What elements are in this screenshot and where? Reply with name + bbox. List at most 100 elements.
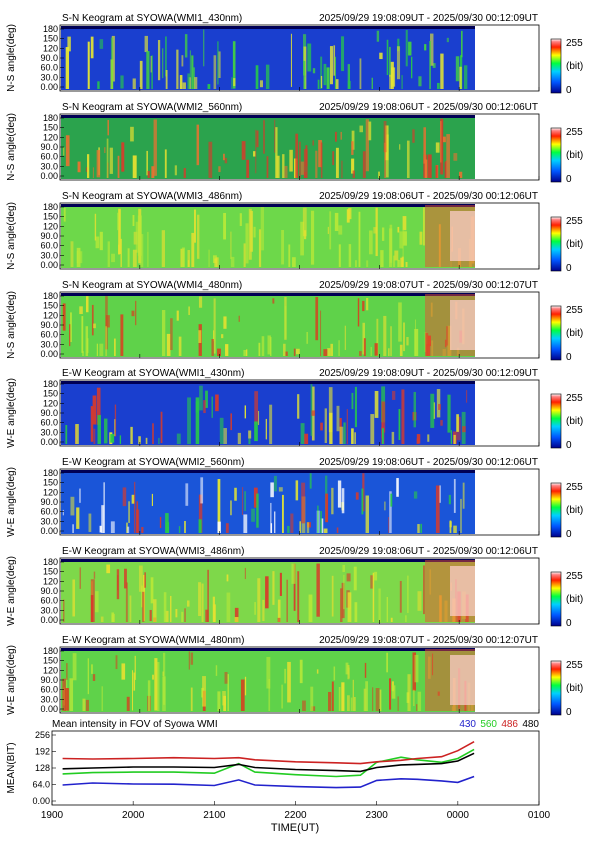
keogram-streak: [417, 591, 422, 611]
keogram-streak: [96, 387, 101, 425]
keogram-streak: [194, 209, 196, 243]
keogram-streak: [199, 385, 203, 411]
keogram-streak: [388, 348, 390, 356]
keogram-streak: [144, 35, 148, 53]
keogram-streak: [357, 298, 360, 327]
keogram-streak: [114, 338, 116, 356]
y-tick-label: 180: [43, 379, 58, 389]
keogram-streak: [459, 66, 462, 89]
colorbar: [550, 393, 562, 449]
keogram-streak: [299, 521, 301, 533]
keogram-streak: [230, 500, 232, 516]
y-tick-label: 0.00: [40, 437, 58, 447]
keogram-streak: [291, 563, 296, 584]
keogram-streak: [337, 480, 342, 508]
keogram-panel: E-W Keogram at SYOWA(WMI2_560nm) 2025/09/…: [6, 457, 583, 540]
keogram-streak: [181, 611, 184, 622]
keogram-streak: [456, 414, 459, 432]
y-tick-label: 180: [43, 557, 58, 567]
keogram-streak: [188, 651, 191, 670]
keogram-streak: [187, 73, 191, 89]
keogram-streak: [265, 418, 268, 440]
keogram-streak: [331, 681, 334, 711]
keogram-streak: [99, 39, 104, 49]
keogram-streak: [81, 316, 84, 353]
y-tick-label: 180: [43, 291, 58, 301]
keogram-streak: [70, 241, 74, 267]
keogram-streak: [333, 666, 336, 681]
keogram-streak: [63, 147, 65, 156]
keogram-streak: [262, 599, 265, 622]
keogram-streak: [261, 336, 265, 356]
keogram-streak: [440, 118, 444, 175]
keogram-streak: [117, 155, 120, 178]
keogram-streak: [328, 387, 333, 433]
keogram-streak: [323, 528, 328, 533]
keogram-streak: [96, 343, 99, 356]
keogram-streak: [72, 653, 77, 681]
keogram-streak: [176, 49, 179, 89]
keogram-streak: [338, 244, 341, 267]
keogram-streak: [375, 688, 380, 711]
keogram-streak: [329, 412, 333, 444]
legend-entry-560: 560: [480, 719, 497, 730]
keogram-streak: [334, 56, 337, 89]
y-tick-label: 60.0: [40, 685, 58, 695]
keogram-streak: [270, 523, 273, 533]
keogram-streak: [297, 571, 300, 622]
keogram-streak: [413, 491, 418, 499]
keogram-streak: [401, 75, 403, 89]
keogram-streak: [365, 119, 370, 172]
keogram-streak: [121, 142, 125, 172]
panel-time-range: 2025/09/29 19:08:07UT - 2025/09/30 00:12…: [319, 635, 538, 646]
keogram-streak: [449, 520, 452, 533]
colorbar-max-label: 255: [566, 660, 583, 671]
keogram-streak: [295, 133, 299, 178]
keogram-streak: [237, 432, 241, 444]
colorbar-max-label: 255: [566, 216, 583, 227]
keogram-streak: [417, 691, 422, 711]
keogram-streak: [70, 496, 75, 516]
panel-title: E-W Keogram at SYOWA(WMI3_486nm): [62, 546, 244, 557]
keogram-streak: [338, 225, 343, 235]
keogram-streak: [165, 70, 168, 89]
keogram-streak: [75, 423, 79, 444]
keogram-streak: [127, 526, 130, 533]
keogram-streak: [461, 30, 463, 58]
keogram-streak: [135, 221, 139, 253]
keogram-streak: [288, 244, 291, 267]
panel-title: S-N Keogram at SYOWA(WMI1_430nm): [62, 13, 242, 24]
keogram-streak: [101, 505, 105, 533]
keogram-streak: [290, 33, 293, 87]
y-tick-label: 30.0: [40, 694, 58, 704]
keogram-streak: [390, 326, 392, 356]
keogram-streak: [351, 130, 355, 150]
line-y-tick-label: 192: [35, 747, 50, 757]
keogram-streak: [111, 35, 115, 82]
keogram-streak: [320, 422, 323, 431]
legend-entry-480: 480: [522, 719, 539, 730]
keogram-streak: [414, 654, 419, 683]
keogram-streak: [389, 74, 392, 89]
keogram-streak: [114, 404, 117, 437]
x-tick-label: 0000: [447, 810, 470, 821]
keogram-streak: [416, 704, 418, 711]
keogram-streak: [97, 415, 101, 444]
keogram-streak: [282, 154, 285, 178]
colorbar-min-label: 0: [566, 263, 572, 274]
keogram-streak: [411, 56, 413, 79]
keogram-streak: [129, 595, 132, 622]
keogram-streak: [93, 323, 96, 329]
keogram-streak: [287, 661, 291, 703]
keogram-streak: [118, 208, 121, 255]
keogram-streak: [295, 480, 299, 501]
y-tick-label: 60.0: [40, 507, 58, 517]
keogram-panel: S-N Keogram at SYOWA(WMI2_560nm) 2025/09/…: [6, 102, 583, 185]
keogram-streak: [370, 575, 374, 589]
keogram-streak: [79, 488, 81, 503]
keogram-streak: [230, 256, 235, 267]
keogram-streak: [366, 260, 369, 267]
keogram-streak: [336, 405, 340, 432]
keogram-streak: [388, 516, 390, 533]
y-tick-label: 90.0: [40, 53, 58, 63]
